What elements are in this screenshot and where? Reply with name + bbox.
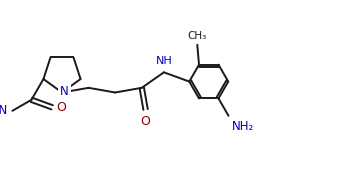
Text: N: N — [60, 85, 69, 98]
Text: NH: NH — [155, 56, 172, 66]
Text: O: O — [56, 101, 66, 114]
Text: H₂N: H₂N — [0, 104, 8, 117]
Text: O: O — [141, 115, 151, 128]
Text: CH₃: CH₃ — [187, 31, 207, 41]
Text: NH₂: NH₂ — [232, 120, 254, 133]
